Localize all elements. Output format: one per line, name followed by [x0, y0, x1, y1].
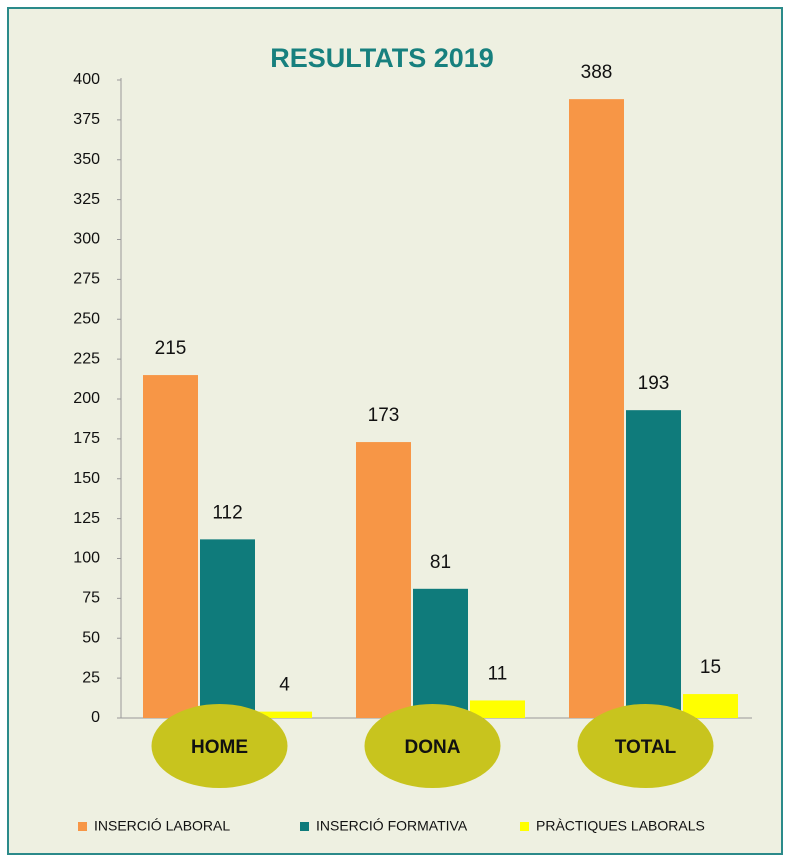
- bar: [413, 588, 468, 718]
- value-label: 11: [488, 663, 508, 684]
- y-tick-label: 275: [73, 271, 100, 288]
- legend-label: INSERCIÓ FORMATIVA: [316, 818, 468, 834]
- y-tick-label: 0: [91, 709, 100, 726]
- category-badge: [364, 704, 501, 788]
- bar: [200, 539, 255, 718]
- y-tick-label: 400: [73, 71, 100, 88]
- y-tick-label: 350: [73, 151, 100, 168]
- value-label: 215: [155, 338, 187, 359]
- legend-label: PRÀCTIQUES LABORALS: [536, 818, 705, 834]
- y-tick-label: 200: [73, 390, 100, 407]
- bar: [569, 99, 624, 718]
- y-tick-label: 250: [73, 310, 100, 327]
- value-label: 173: [368, 405, 400, 426]
- x-tick-label: HOME: [191, 737, 248, 758]
- x-tick-label: TOTAL: [615, 737, 677, 758]
- y-tick-label: 175: [73, 430, 100, 447]
- bar: [470, 700, 525, 718]
- value-label: 388: [581, 62, 613, 83]
- value-label: 81: [430, 552, 451, 573]
- x-tick-label: DONA: [405, 737, 461, 758]
- y-tick-label: 25: [82, 669, 100, 686]
- bar: [356, 442, 411, 718]
- legend-swatch: [300, 822, 309, 831]
- category-badge: [151, 704, 288, 788]
- value-label: 4: [279, 675, 290, 696]
- y-tick-label: 225: [73, 350, 100, 367]
- bar: [257, 711, 312, 718]
- bar: [683, 694, 738, 718]
- legend-label: INSERCIÓ LABORAL: [94, 818, 230, 834]
- y-tick-label: 325: [73, 191, 100, 208]
- chart-title: RESULTATS 2019: [270, 43, 494, 73]
- y-tick-label: 125: [73, 510, 100, 527]
- legend-swatch: [520, 822, 529, 831]
- legend-swatch: [78, 822, 87, 831]
- bar: [143, 375, 198, 718]
- y-tick-label: 300: [73, 231, 100, 248]
- value-label: 112: [212, 502, 242, 523]
- y-tick-label: 375: [73, 111, 100, 128]
- bar: [626, 410, 681, 718]
- y-tick-label: 75: [82, 590, 100, 607]
- value-label: 193: [638, 373, 670, 394]
- y-tick-label: 150: [73, 470, 100, 487]
- y-tick-label: 100: [73, 550, 100, 567]
- value-label: 15: [700, 657, 721, 678]
- category-badge: [577, 704, 714, 788]
- y-tick-label: 50: [82, 629, 100, 646]
